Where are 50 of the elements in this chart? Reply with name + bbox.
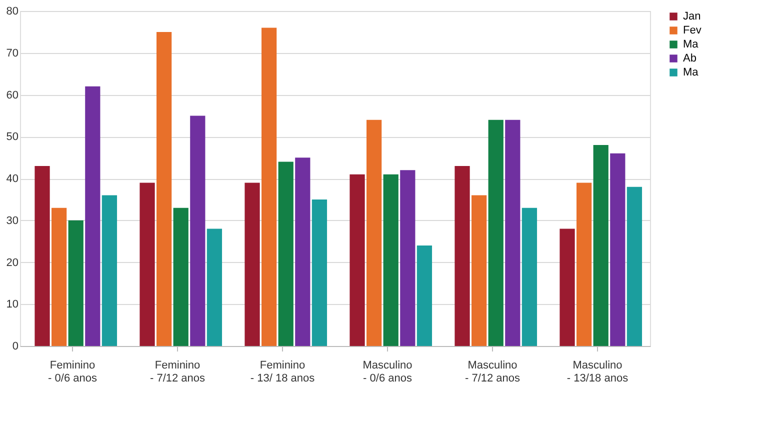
- bar: [522, 208, 538, 346]
- bar: [206, 228, 222, 346]
- legend-label: Ma: [683, 38, 700, 50]
- bar: [488, 120, 504, 346]
- bar: [190, 116, 206, 346]
- bar: [560, 228, 575, 346]
- bar: [626, 186, 642, 346]
- bar: [312, 199, 328, 346]
- legend-label: Fev: [683, 24, 702, 36]
- bar: [278, 162, 294, 346]
- bar: [576, 182, 592, 346]
- y-tick-label: 80: [6, 6, 18, 18]
- y-tick-label: 70: [6, 47, 18, 60]
- bar: [610, 153, 626, 346]
- bar: [400, 170, 416, 346]
- bar: [85, 86, 100, 346]
- bar: [140, 182, 155, 346]
- bar: [173, 208, 188, 346]
- bar: [34, 166, 50, 346]
- bar: [52, 208, 67, 346]
- bar: [472, 195, 487, 346]
- bar: [383, 174, 398, 346]
- y-tick-label: 50: [6, 131, 18, 144]
- bar: [156, 32, 172, 346]
- x-tick-label: Masculino - 13/18 anos: [566, 360, 629, 384]
- legend-label: Jan: [683, 10, 701, 22]
- bar: [68, 220, 84, 346]
- x-tick-label: Feminino - 7/12 anos: [150, 360, 206, 384]
- y-tick-label: 30: [6, 214, 18, 227]
- y-tick-label: 40: [6, 173, 18, 185]
- bar: [244, 182, 260, 346]
- x-tick-label: Masculino - 0/6 anos: [362, 360, 412, 384]
- bar: [416, 246, 432, 346]
- y-tick-label: 0: [12, 340, 18, 352]
- bar: [262, 28, 277, 346]
- bar: [593, 145, 608, 346]
- y-tick-label: 20: [6, 256, 18, 269]
- y-tick-label: 10: [6, 298, 18, 311]
- bar: [505, 120, 520, 346]
- x-tick-label: Feminino - 0/6 anos: [48, 360, 98, 384]
- bar: [454, 166, 470, 346]
- bar: [102, 195, 118, 346]
- legend-label: Ab: [683, 52, 696, 64]
- bar: [295, 158, 310, 346]
- bar: [366, 120, 382, 346]
- x-tick-label: Masculino - 7/12 anos: [464, 360, 521, 384]
- bar: [350, 174, 365, 346]
- y-tick-label: 60: [6, 89, 18, 102]
- legend-label: Ma: [683, 66, 700, 78]
- x-tick-label: Feminino - 13/ 18 anos: [250, 360, 316, 384]
